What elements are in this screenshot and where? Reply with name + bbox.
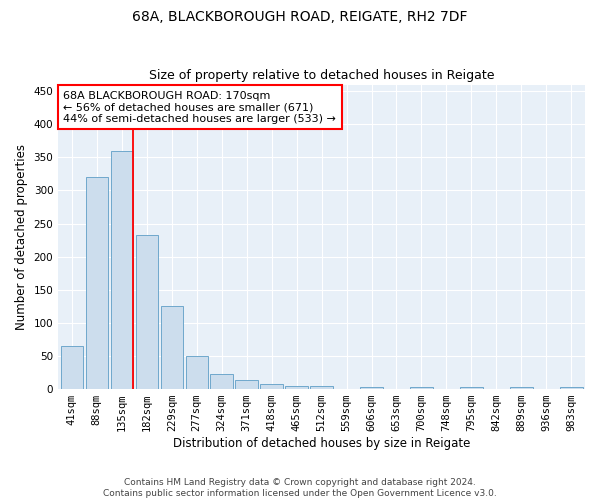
Text: Contains HM Land Registry data © Crown copyright and database right 2024.
Contai: Contains HM Land Registry data © Crown c…: [103, 478, 497, 498]
Y-axis label: Number of detached properties: Number of detached properties: [15, 144, 28, 330]
Bar: [211, 374, 233, 389]
Bar: [310, 386, 333, 389]
Text: 68A, BLACKBOROUGH ROAD, REIGATE, RH2 7DF: 68A, BLACKBOROUGH ROAD, REIGATE, RH2 7DF: [132, 10, 468, 24]
Bar: [235, 380, 258, 389]
Bar: [61, 346, 83, 389]
X-axis label: Distribution of detached houses by size in Reigate: Distribution of detached houses by size …: [173, 437, 470, 450]
Bar: [161, 306, 183, 389]
Bar: [185, 356, 208, 389]
Bar: [510, 387, 533, 389]
Title: Size of property relative to detached houses in Reigate: Size of property relative to detached ho…: [149, 69, 494, 82]
Bar: [560, 387, 583, 389]
Bar: [260, 384, 283, 389]
Bar: [410, 387, 433, 389]
Bar: [86, 177, 108, 389]
Bar: [360, 387, 383, 389]
Bar: [136, 235, 158, 389]
Bar: [460, 387, 482, 389]
Bar: [286, 386, 308, 389]
Bar: [110, 151, 133, 389]
Text: 68A BLACKBOROUGH ROAD: 170sqm
← 56% of detached houses are smaller (671)
44% of : 68A BLACKBOROUGH ROAD: 170sqm ← 56% of d…: [64, 90, 337, 124]
